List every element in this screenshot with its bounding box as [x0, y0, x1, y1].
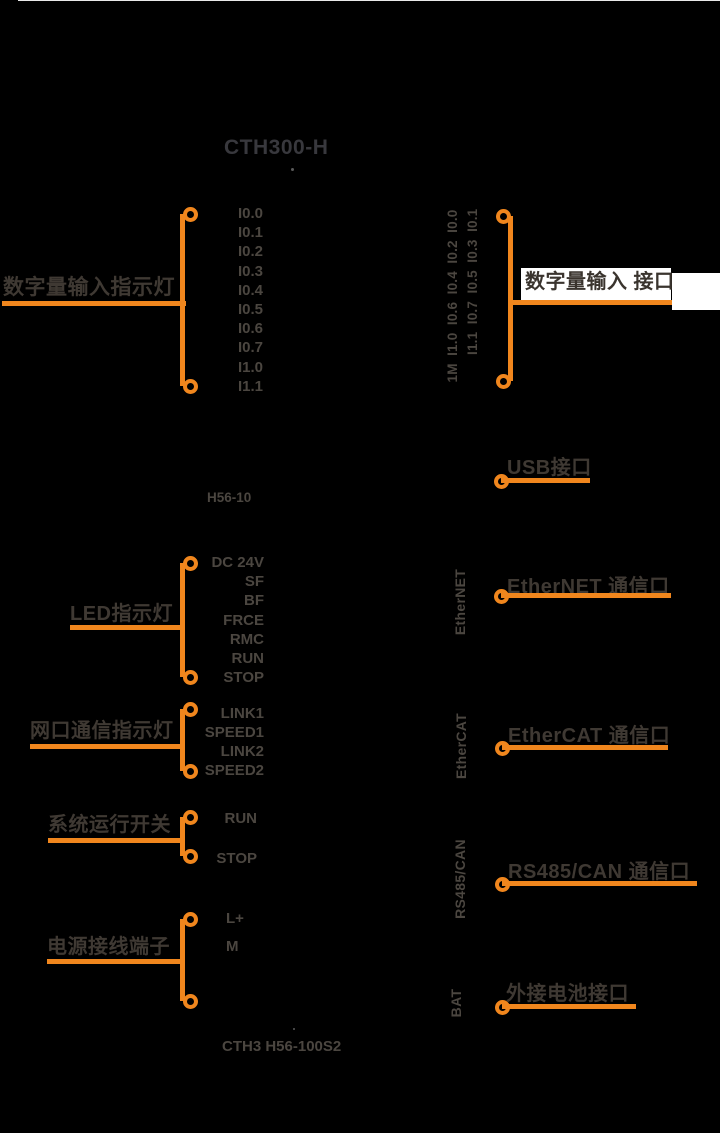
power-terminal-leader-line — [47, 959, 184, 964]
top-edge-line — [18, 0, 720, 1]
system-run-switch-bracket-line — [180, 817, 185, 856]
port-name-bat: BAT — [448, 988, 464, 1018]
io-indicator-item: I1.1 — [238, 377, 264, 395]
digital-input-port-leader-line — [508, 300, 672, 305]
net-led-list: LINK1 SPEED1 LINK2 SPEED2 — [164, 704, 264, 780]
battery-port-label: 外接电池接口 — [506, 983, 629, 1005]
usb-port-label: USB接口 — [507, 457, 592, 479]
net-led-item: SPEED2 — [204, 762, 264, 779]
port-name-ethercat: EtherCAT — [453, 713, 469, 779]
bracket-endpoint-circle — [182, 206, 198, 222]
bracket-endpoint-circle — [182, 378, 198, 394]
io-indicator-item: I0.0 — [238, 205, 264, 222]
led-indicator-bracket-line — [180, 563, 185, 677]
led-status-item: DC 24V — [211, 554, 264, 571]
bracket-endpoint-circle — [182, 555, 198, 571]
battery-port-leader-line — [502, 1004, 636, 1009]
ethercat-port-label: EtherCAT 通信口 — [508, 725, 671, 747]
device-model-bottom: CTH3 H56-100S2 — [222, 1038, 342, 1055]
switch-position-stop: STOP — [216, 850, 257, 867]
digital-input-indicator-leader-line — [2, 301, 186, 306]
led-indicator-label: LED指示灯 — [70, 603, 173, 625]
led-status-item: FRCE — [223, 611, 264, 629]
io-indicator-item: I0.2 — [238, 243, 264, 261]
io-indicator-item: I1.0 — [238, 358, 264, 376]
led-status-list: DC 24V SF BF FRCE RMC RUN STOP — [164, 553, 264, 687]
digital-input-indicator-label: 数字量输入指示灯 — [3, 276, 175, 299]
bracket-endpoint-circle — [495, 373, 511, 389]
system-run-switch-leader-line — [48, 838, 184, 843]
io-indicator-list: I0.0 I0.1 I0.2 I0.3 I0.4 I0.5 I0.6 I0.7 … — [238, 204, 263, 396]
led-status-item: RMC — [229, 630, 264, 648]
label-highlight-box — [521, 268, 671, 301]
rs485-can-port-label: RS485/CAN 通信口 — [508, 861, 691, 883]
device-model-mid: H56-10 — [207, 490, 252, 505]
bracket-endpoint-circle — [182, 809, 198, 825]
net-led-item: LINK1 — [220, 705, 264, 722]
io-indicator-item: I0.6 — [238, 320, 264, 338]
net-led-item: SPEED1 — [204, 724, 264, 741]
digital-input-port-label: 数字量输入 接口 — [525, 271, 675, 293]
led-indicator-leader-line — [70, 625, 184, 630]
usb-port-leader-line — [501, 478, 590, 483]
net-led-item: LINK2 — [220, 743, 264, 760]
rs485-can-port-leader-line — [502, 881, 697, 886]
io-indicator-item: I0.4 — [238, 281, 264, 299]
digital-input-port-bracket-line — [508, 216, 513, 381]
bracket-endpoint-circle — [182, 911, 198, 927]
rs485-can-port-anchor-circle — [494, 876, 510, 892]
net-port-indicator-bracket-line — [180, 709, 185, 771]
io-indicator-item: I0.5 — [238, 301, 264, 319]
pin-row-bottom: I1.1 I0.7 I0.5 I0.3 I0.1 — [465, 208, 480, 355]
device-title: CTH300-H — [224, 136, 329, 159]
bottom-edge-bar — [0, 1133, 720, 1144]
power-terminal-m: M — [226, 938, 239, 955]
led-status-item: STOP — [223, 669, 264, 687]
bracket-endpoint-circle — [182, 669, 198, 685]
led-status-item: SF — [244, 573, 264, 591]
edge-highlight-box — [672, 273, 720, 310]
bracket-endpoint-circle — [182, 993, 198, 1009]
battery-port-anchor-circle — [494, 999, 510, 1015]
power-terminal-label: 电源接线端子 — [47, 936, 170, 958]
usb-port-anchor-circle — [493, 473, 509, 489]
io-indicator-item: I0.7 — [238, 339, 264, 357]
artifact-dot-bottom — [293, 1028, 295, 1030]
ethernet-port-label: EtherNET 通信口 — [507, 576, 670, 598]
net-port-indicator-leader-line — [30, 744, 184, 749]
bracket-endpoint-circle — [182, 763, 198, 779]
system-run-switch-label: 系统运行开关 — [48, 814, 171, 836]
bracket-endpoint-circle — [495, 208, 511, 224]
power-terminal-lplus: L+ — [226, 910, 244, 927]
power-terminal-bracket-line — [180, 919, 185, 1001]
pin-row-top: 1M I1.0 I0.6 I0.4 I0.2 I0.0 — [445, 209, 460, 383]
bracket-endpoint-circle — [182, 848, 198, 864]
digital-input-indicator-bracket-line — [180, 214, 185, 386]
io-indicator-item: I0.3 — [238, 262, 264, 280]
artifact-dot-top — [291, 168, 294, 171]
net-port-indicator-label: 网口通信指示灯 — [30, 720, 174, 742]
led-status-item: BF — [244, 592, 264, 610]
bracket-endpoint-circle — [182, 701, 198, 717]
led-status-item: RUN — [231, 650, 265, 668]
port-name-rs485-can: RS485/CAN — [452, 839, 468, 919]
port-name-ethernet: EtherNET — [452, 568, 468, 636]
ethercat-port-leader-line — [502, 745, 668, 750]
io-indicator-item: I0.1 — [238, 224, 264, 242]
ethercat-port-anchor-circle — [494, 740, 510, 756]
switch-position-run: RUN — [224, 810, 258, 827]
ethernet-port-leader-line — [501, 593, 671, 598]
ethernet-port-anchor-circle — [493, 588, 509, 604]
